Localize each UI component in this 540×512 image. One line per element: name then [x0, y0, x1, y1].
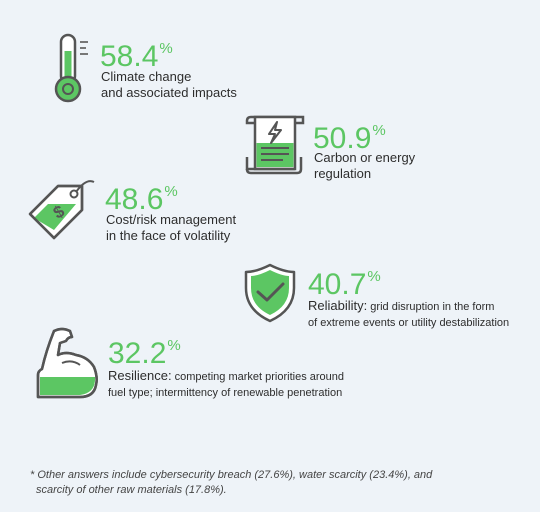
- footnote: * Other answers include cybersecurity br…: [30, 469, 433, 496]
- stat-value: 32.2%: [108, 337, 181, 370]
- flexed-arm-icon: [36, 327, 98, 399]
- stat-label: Cost/risk management in the face of vola…: [106, 212, 237, 243]
- stat-value: 58.4%: [100, 40, 173, 73]
- stat-label: Reliability: grid disruption in the form…: [308, 298, 510, 329]
- price-tag-icon: $: [28, 180, 95, 240]
- receipt-bolt-icon: [245, 115, 305, 175]
- shield-check-icon: [244, 263, 296, 323]
- stat-value: 48.6%: [105, 183, 178, 216]
- stat-label: Climate change and associated impacts: [101, 69, 237, 100]
- stat-label: Resilience: competing market priorities …: [108, 368, 345, 399]
- thermometer-icon: [54, 33, 88, 103]
- stat-value: 50.9%: [313, 122, 386, 155]
- stat-label: Carbon or energy regulation: [314, 150, 416, 181]
- stat-value: 40.7%: [308, 268, 381, 301]
